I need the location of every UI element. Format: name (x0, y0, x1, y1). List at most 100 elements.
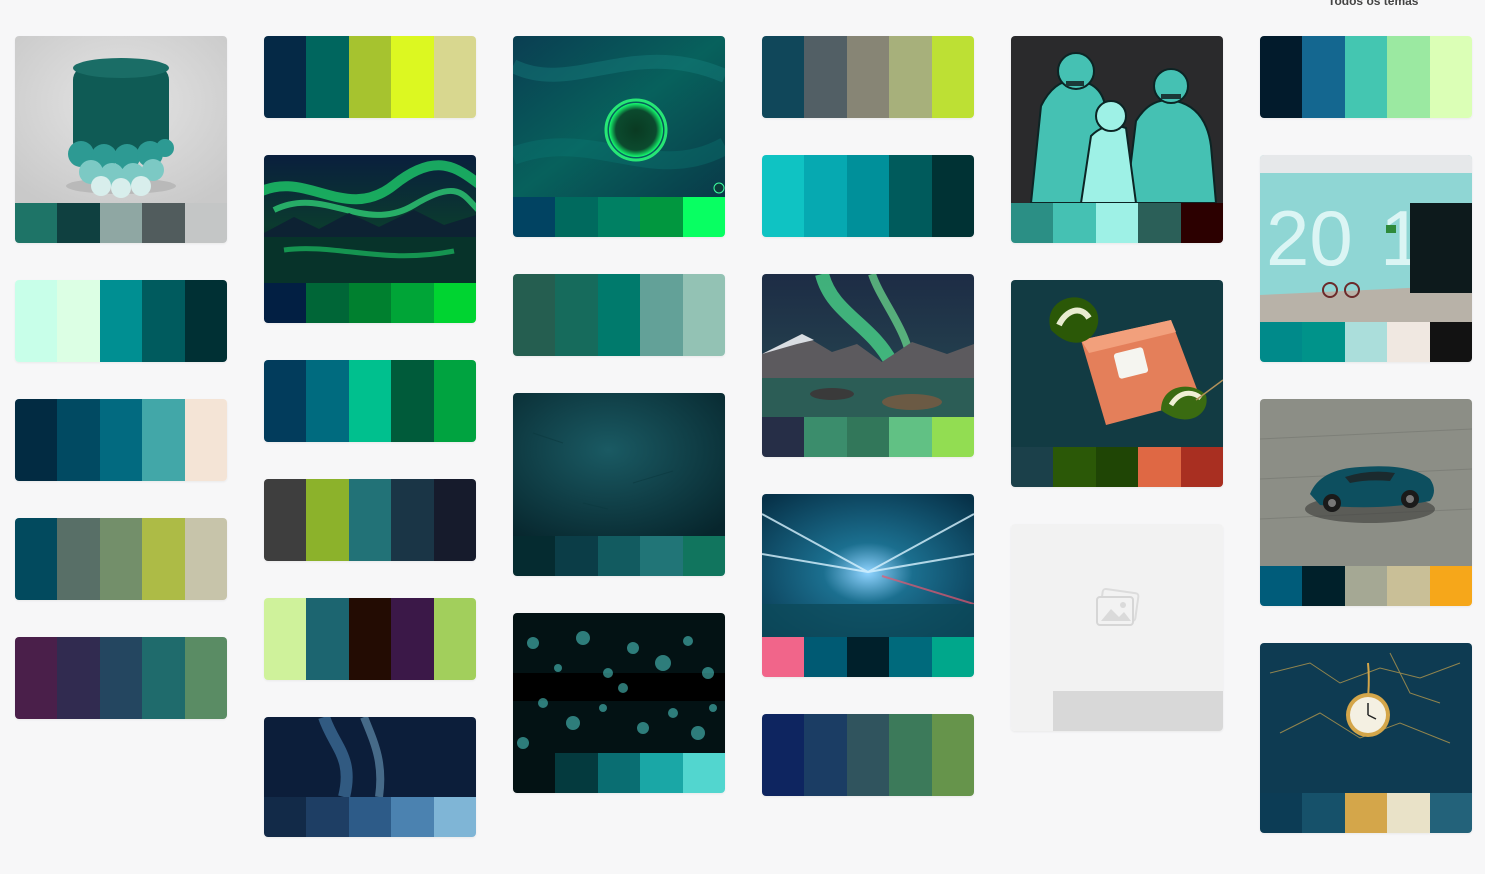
color-swatch[interactable] (15, 518, 58, 600)
palette-card[interactable] (15, 518, 227, 600)
color-swatch[interactable] (306, 479, 349, 561)
color-swatch[interactable] (1429, 36, 1472, 118)
color-swatch[interactable] (889, 714, 932, 796)
color-swatch[interactable] (15, 637, 58, 719)
color-swatch[interactable] (391, 283, 434, 323)
color-swatch[interactable] (184, 399, 227, 481)
color-swatch[interactable] (391, 598, 434, 680)
palette-card[interactable] (264, 598, 476, 680)
color-swatch[interactable] (804, 155, 847, 237)
color-swatch[interactable] (846, 36, 890, 118)
color-swatch[interactable] (597, 274, 641, 356)
color-swatch[interactable] (1387, 36, 1430, 118)
color-swatch[interactable] (1344, 793, 1388, 833)
photo-palette-card[interactable] (762, 494, 974, 677)
color-swatch[interactable] (15, 399, 58, 481)
color-swatch[interactable] (348, 797, 392, 837)
color-swatch[interactable] (1344, 36, 1388, 118)
color-swatch[interactable] (99, 280, 143, 362)
palette-card[interactable] (264, 479, 476, 561)
color-swatch[interactable] (264, 797, 307, 837)
color-swatch[interactable] (804, 714, 847, 796)
color-swatch[interactable] (15, 203, 58, 243)
photo-palette-card[interactable] (1260, 399, 1472, 606)
color-swatch[interactable] (640, 753, 683, 793)
palette-card[interactable] (264, 36, 476, 118)
color-swatch[interactable] (597, 753, 641, 793)
photo-palette-card[interactable]: 20 14 (1260, 155, 1472, 362)
color-swatch[interactable] (57, 280, 100, 362)
color-swatch[interactable] (804, 417, 847, 457)
color-swatch[interactable] (1302, 793, 1345, 833)
color-swatch[interactable] (513, 274, 556, 356)
palette-card[interactable] (15, 637, 227, 719)
photo-palette-card[interactable] (513, 36, 725, 237)
color-swatch[interactable] (433, 360, 476, 442)
color-swatch[interactable] (846, 714, 890, 796)
color-swatch[interactable] (889, 36, 932, 118)
color-swatch[interactable] (1095, 203, 1139, 243)
color-swatch[interactable] (1095, 691, 1139, 731)
color-swatch[interactable] (555, 753, 598, 793)
color-swatch[interactable] (306, 360, 349, 442)
color-swatch[interactable] (1053, 447, 1096, 487)
color-swatch[interactable] (846, 417, 890, 457)
color-swatch[interactable] (1260, 36, 1303, 118)
color-swatch[interactable] (264, 479, 307, 561)
color-swatch[interactable] (555, 536, 598, 576)
color-swatch[interactable] (1387, 566, 1430, 606)
color-swatch[interactable] (1138, 691, 1181, 731)
color-swatch[interactable] (15, 280, 58, 362)
color-swatch[interactable] (1429, 566, 1472, 606)
photo-palette-card[interactable] (15, 36, 227, 243)
color-swatch[interactable] (1138, 447, 1181, 487)
color-swatch[interactable] (555, 274, 598, 356)
color-swatch[interactable] (99, 637, 143, 719)
color-swatch[interactable] (1429, 322, 1472, 362)
all-themes-link[interactable]: Todos os temas (1328, 0, 1419, 8)
photo-palette-card[interactable] (1011, 280, 1223, 487)
color-swatch[interactable] (1302, 566, 1345, 606)
color-swatch[interactable] (931, 417, 974, 457)
color-swatch[interactable] (433, 479, 476, 561)
color-swatch[interactable] (1011, 691, 1054, 731)
color-swatch[interactable] (1053, 203, 1096, 243)
color-swatch[interactable] (348, 479, 392, 561)
color-swatch[interactable] (640, 274, 683, 356)
color-swatch[interactable] (348, 598, 392, 680)
color-swatch[interactable] (1095, 447, 1139, 487)
color-swatch[interactable] (1053, 691, 1096, 731)
color-swatch[interactable] (889, 155, 932, 237)
color-swatch[interactable] (57, 637, 100, 719)
color-swatch[interactable] (306, 598, 349, 680)
color-swatch[interactable] (99, 203, 143, 243)
color-swatch[interactable] (931, 637, 974, 677)
color-swatch[interactable] (846, 155, 890, 237)
color-swatch[interactable] (306, 36, 349, 118)
palette-card[interactable] (15, 399, 227, 481)
palette-card[interactable] (15, 280, 227, 362)
color-swatch[interactable] (264, 36, 307, 118)
color-swatch[interactable] (1180, 447, 1223, 487)
color-swatch[interactable] (433, 797, 476, 837)
photo-palette-card[interactable] (513, 393, 725, 576)
photo-palette-card[interactable] (1260, 643, 1472, 833)
palette-card[interactable] (1260, 36, 1472, 118)
color-swatch[interactable] (184, 203, 227, 243)
color-swatch[interactable] (513, 197, 556, 237)
color-swatch[interactable] (57, 399, 100, 481)
palette-card[interactable] (762, 155, 974, 237)
color-swatch[interactable] (804, 637, 847, 677)
color-swatch[interactable] (931, 155, 974, 237)
color-swatch[interactable] (348, 36, 392, 118)
color-swatch[interactable] (264, 283, 307, 323)
color-swatch[interactable] (1302, 322, 1345, 362)
color-swatch[interactable] (682, 197, 725, 237)
photo-palette-card[interactable] (513, 613, 725, 793)
color-swatch[interactable] (264, 598, 307, 680)
color-swatch[interactable] (682, 536, 725, 576)
palette-card[interactable] (762, 36, 974, 118)
color-swatch[interactable] (1138, 203, 1181, 243)
color-swatch[interactable] (99, 518, 143, 600)
color-swatch[interactable] (1387, 322, 1430, 362)
